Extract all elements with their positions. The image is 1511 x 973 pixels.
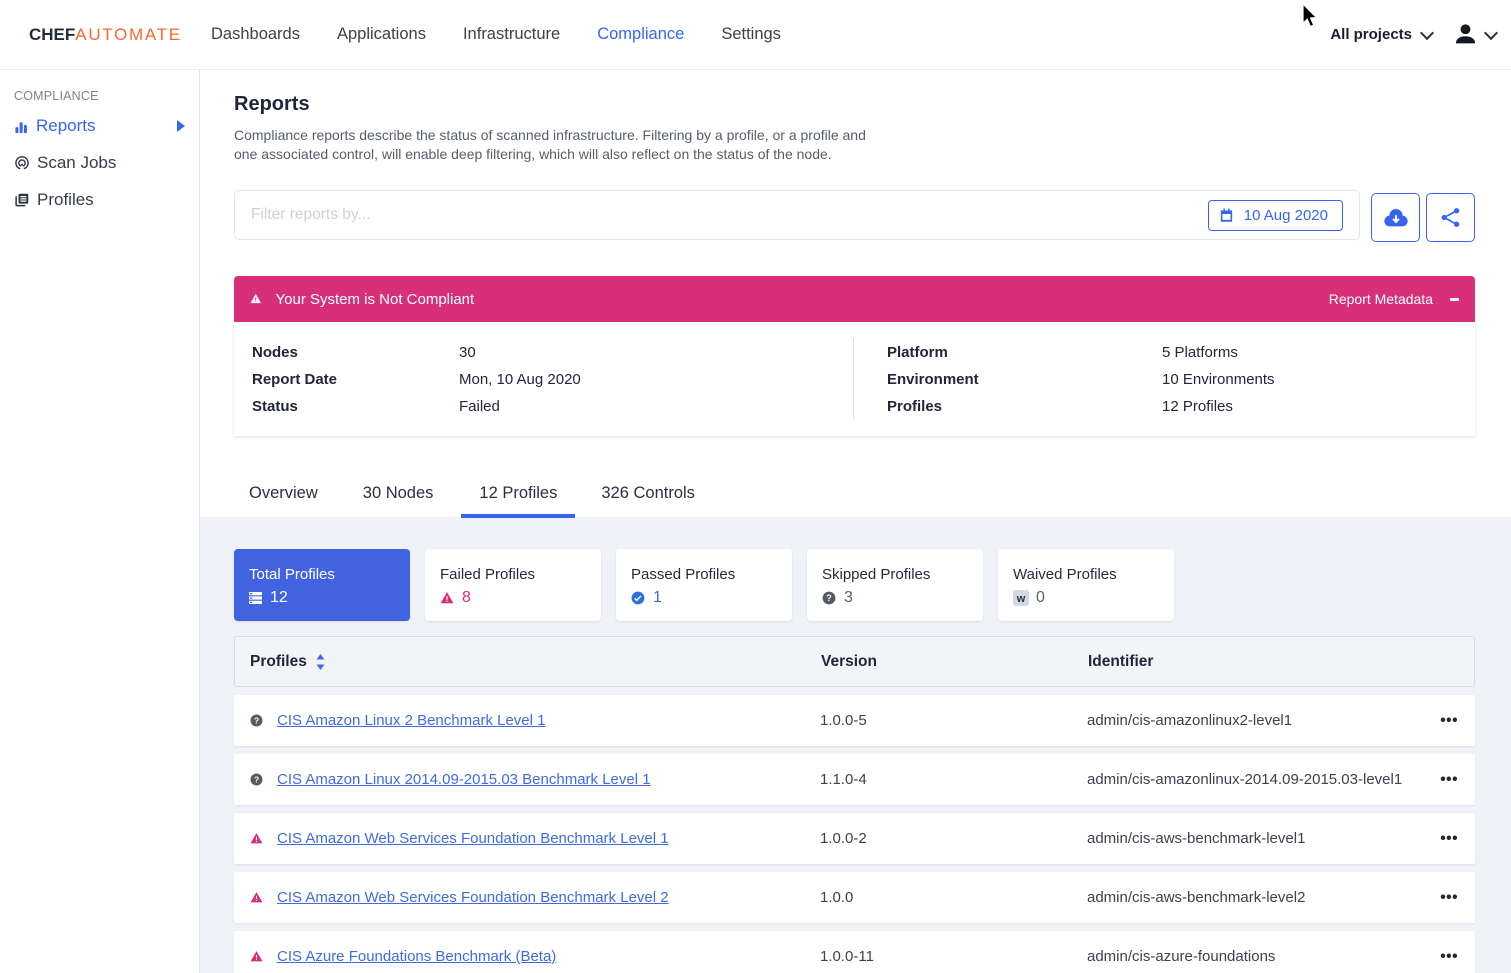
svg-text:?: ?	[254, 774, 259, 784]
svg-text:w: w	[1016, 593, 1026, 605]
svg-text:?: ?	[826, 593, 832, 603]
svg-text:?: ?	[254, 715, 259, 725]
